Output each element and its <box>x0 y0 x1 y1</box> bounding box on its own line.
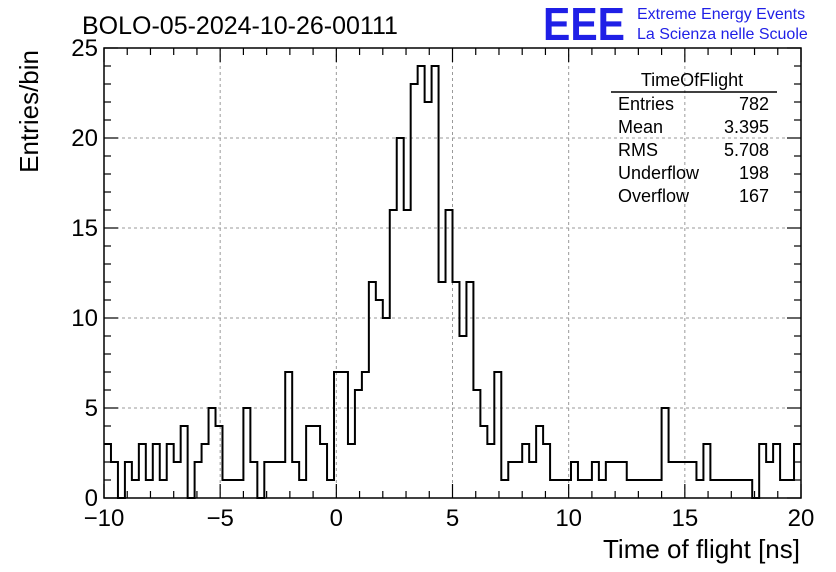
y-tick-label: 0 <box>85 485 98 512</box>
x-tick-label: −5 <box>206 505 233 532</box>
y-tick-label: 5 <box>85 395 98 422</box>
stats-row-value: 167 <box>739 186 769 206</box>
branding-line-2: La Scienza nelle Scuole <box>637 26 808 43</box>
histogram-step-line <box>104 65 801 499</box>
x-tick-label: −10 <box>84 505 125 532</box>
x-tick-label: 5 <box>446 505 459 532</box>
stats-row-value: 5.708 <box>724 140 769 160</box>
stats-row-value: 782 <box>739 94 769 114</box>
stats-title: TimeOfFlight <box>641 70 743 90</box>
branding-line-1: Extreme Energy Events <box>637 6 805 23</box>
y-tick-label: 15 <box>71 215 98 242</box>
axis-ticks <box>103 47 802 499</box>
x-tick-label: 20 <box>788 505 815 532</box>
x-tick-label: 15 <box>671 505 698 532</box>
stats-row-label: Overflow <box>618 186 690 206</box>
stats-row-label: Entries <box>618 94 674 114</box>
y-tick-label: 25 <box>71 35 98 62</box>
run-title: BOLO-05-2024-10-26-00111 <box>82 12 398 40</box>
plot-area: −10 −5 0 5 10 15 20 0 5 10 15 20 25 <box>71 35 814 532</box>
tick-labels: −10 −5 0 5 10 15 20 0 5 10 15 20 25 <box>71 35 814 532</box>
y-tick-label: 10 <box>71 305 98 332</box>
stats-rows: Entries 782 Mean 3.395 RMS 5.708 Underflow 198 O… <box>618 94 769 206</box>
y-axis-label: Entries/bin <box>14 50 44 173</box>
stats-box: TimeOfFlight Entries 782 Mean 3.395 RMS 5.708… <box>611 70 777 206</box>
grid-lines <box>104 48 801 498</box>
stats-row-label: Underflow <box>618 163 700 183</box>
stats-row-value: 198 <box>739 163 769 183</box>
y-tick-label: 20 <box>71 125 98 152</box>
stats-row-value: 3.395 <box>724 117 769 137</box>
stats-row-label: RMS <box>618 140 658 160</box>
stats-row-label: Mean <box>618 117 663 137</box>
x-tick-label: 10 <box>555 505 582 532</box>
eee-logo: EEE <box>543 0 625 50</box>
x-tick-label: 0 <box>330 505 343 532</box>
x-axis-label: Time of flight [ns] <box>603 534 800 564</box>
